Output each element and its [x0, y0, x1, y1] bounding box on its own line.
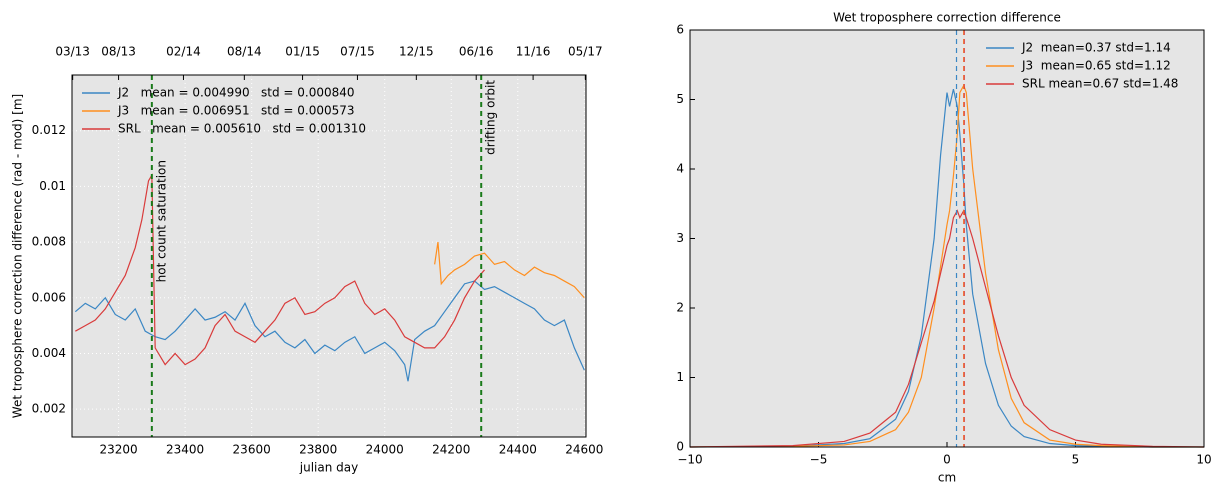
- annotation: drifting orbit: [484, 80, 498, 155]
- y-tick-label: 0: [676, 440, 684, 454]
- series-line: [75, 173, 485, 366]
- x-tick-label: 24000: [366, 443, 404, 457]
- y-tick-label: 2: [676, 301, 684, 315]
- x-tick-label: 24600: [565, 443, 603, 457]
- plot-frame: [71, 74, 587, 438]
- x-axis-label: julian day: [299, 461, 358, 475]
- legend: J2 mean=0.37 std=1.14 J3 mean=0.65 std=1.…: [986, 41, 1178, 91]
- series-line: [689, 209, 1205, 448]
- legend-label: SRL mean=0.67 std=1.48: [1022, 77, 1178, 91]
- x-tick-label: −10: [677, 453, 702, 467]
- y-tick-label: 4: [676, 162, 684, 176]
- top-tick-label: 05/17: [568, 45, 603, 59]
- x-tick-label: −5: [810, 453, 828, 467]
- legend-label: J2 mean=0.37 std=1.14: [1021, 41, 1171, 55]
- y-tick-label: 0.008: [32, 235, 66, 249]
- y-tick-label: 3: [676, 231, 684, 245]
- x-tick-label: 23600: [233, 443, 271, 457]
- y-axis-label: Wet troposphere correction difference (r…: [11, 94, 25, 418]
- y-tick-label: 6: [676, 23, 684, 37]
- legend-label: SRL mean = 0.005610 std = 0.001310: [118, 122, 366, 136]
- chart-title: Wet troposphere correction difference: [833, 11, 1061, 25]
- y-tick-label: 5: [676, 92, 684, 106]
- plot-area: [72, 75, 586, 437]
- y-tick-label: 0.01: [39, 179, 66, 193]
- annotation: hot count saturation: [154, 160, 168, 282]
- top-tick-label: 03/13: [55, 45, 90, 59]
- y-tick-label: 0.002: [32, 402, 66, 416]
- top-tick-label: 12/15: [399, 45, 434, 59]
- x-axis-label: cm: [938, 471, 956, 484]
- y-tick-label: 0.012: [32, 123, 66, 137]
- x-tick-label: 0: [943, 453, 951, 467]
- top-tick-label: 11/16: [516, 45, 551, 59]
- top-tick-label: 01/15: [285, 45, 320, 59]
- series-line: [689, 84, 1204, 448]
- plot-frame: [689, 29, 1205, 448]
- legend: J2 mean = 0.004990 std = 0.000840 J3 mean…: [82, 86, 366, 136]
- y-tick-label: 0.004: [32, 346, 66, 360]
- top-tick-label: 08/14: [227, 45, 262, 59]
- x-tick-label: 10: [1196, 453, 1211, 467]
- y-tick-label: 1: [676, 370, 684, 384]
- top-tick-label: 06/16: [459, 45, 494, 59]
- x-tick-label: 23800: [299, 443, 337, 457]
- legend-label: J3 mean=0.65 std=1.12: [1021, 59, 1171, 73]
- x-tick-label: 24200: [432, 443, 470, 457]
- x-tick-label: 23200: [99, 443, 137, 457]
- legend-label: J3 mean = 0.006951 std = 0.000573: [117, 104, 355, 118]
- top-tick-label: 08/13: [101, 45, 136, 59]
- top-tick-label: 02/14: [166, 45, 201, 59]
- plot-area: [690, 30, 1204, 447]
- y-tick-label: 0.006: [32, 290, 66, 304]
- x-tick-label: 24400: [499, 443, 537, 457]
- top-tick-label: 07/15: [340, 45, 375, 59]
- x-tick-label: 5: [1072, 453, 1080, 467]
- series-line: [74, 280, 585, 382]
- x-tick-label: 23400: [166, 443, 204, 457]
- legend-label: J2 mean = 0.004990 std = 0.000840: [117, 86, 355, 100]
- series-line: [434, 241, 585, 299]
